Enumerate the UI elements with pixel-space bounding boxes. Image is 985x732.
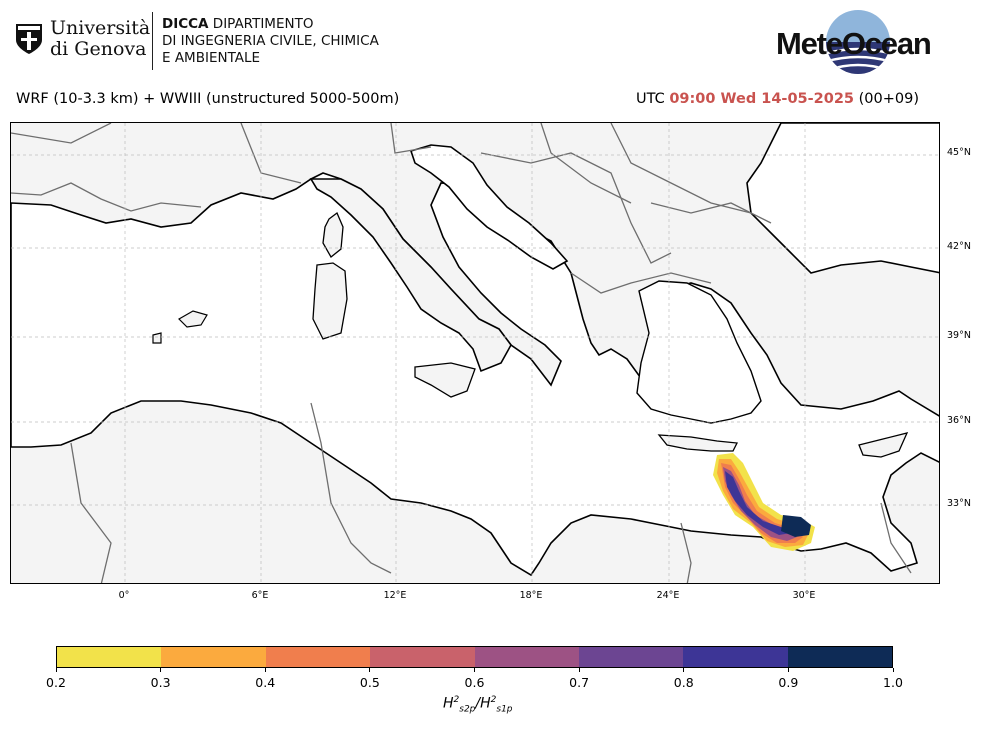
model-title: WRF (10-3.3 km) + WWIII (unstructured 50… — [16, 91, 400, 107]
field-band-max — [781, 515, 811, 537]
colorbar-tick-label: 0.5 — [359, 675, 380, 690]
wave-ratio-field — [713, 453, 815, 551]
department-name: DICCA DIPARTIMENTO DI INGEGNERIA CIVILE,… — [162, 16, 379, 66]
lat-label-42: 42°N — [947, 241, 971, 252]
crete-island — [657, 434, 739, 452]
colorbar-segment — [683, 647, 788, 667]
forecast-time: UTC 09:00 Wed 14-05-2025 (00+09) — [636, 91, 919, 107]
lat-label-39: 39°N — [947, 330, 971, 341]
colorbar-tick-mark — [264, 668, 266, 672]
colorbar-tick-mark — [892, 668, 894, 672]
colorbar — [56, 646, 893, 668]
lat-label-33: 33°N — [947, 498, 971, 509]
lon-label-18e: 18°E — [519, 590, 543, 601]
lon-label-30e: 30°E — [792, 590, 816, 601]
forecast-lead: (00+09) — [858, 91, 919, 107]
field-band-high — [725, 471, 791, 535]
colorbar-label: H2s2p/H2s1p — [443, 695, 513, 715]
map-grid — [11, 123, 939, 583]
forecast-timestamp: 09:00 Wed 14-05-2025 — [669, 91, 855, 107]
lat-label-45: 45°N — [947, 147, 971, 158]
colorbar-segment — [265, 647, 371, 667]
cyprus-island — [858, 432, 909, 458]
unige-crest-icon — [16, 24, 42, 54]
colorbar-tick-label: 0.2 — [46, 675, 66, 690]
country-borders — [11, 123, 912, 583]
balearic-islands — [152, 310, 208, 344]
colorbar-tick-mark — [474, 668, 475, 672]
lon-label-12e: 12°E — [383, 590, 407, 601]
meteocean-logo: MeteOcean — [772, 8, 942, 76]
colorbar-segment — [578, 647, 684, 667]
time-zone-label: UTC — [635, 91, 665, 107]
colorbar-segment — [57, 647, 162, 667]
university-name: Università di Genova — [50, 17, 151, 60]
colorbar-tick-mark — [160, 668, 162, 672]
sardinia-island — [312, 262, 348, 340]
colorbar-tick-label: 0.9 — [778, 675, 799, 690]
colorbar-tick-mark — [369, 668, 371, 672]
black-sea — [746, 123, 939, 274]
colorbar-segment — [161, 647, 266, 667]
colorbar-segment — [474, 647, 579, 667]
colorbar-tick-mark — [787, 668, 789, 672]
colorbar-segment — [370, 647, 475, 667]
lon-label-0: 0° — [118, 590, 130, 601]
italy-peninsula — [309, 178, 512, 373]
colorbar-tick-label: 0.7 — [569, 675, 590, 690]
colorbar-tick-label: 0.3 — [150, 675, 171, 690]
colorbar-segment — [787, 647, 892, 667]
lon-label-6e: 6°E — [251, 590, 269, 601]
lat-label-36: 36°N — [947, 415, 971, 426]
corsica-island — [322, 211, 344, 258]
map-canvas — [11, 123, 939, 583]
lon-label-24e: 24°E — [656, 590, 680, 601]
meteocean-globe-icon — [826, 10, 890, 74]
colorbar-tick-label: 0.8 — [673, 675, 694, 690]
aegean-sea — [636, 280, 762, 424]
colorbar-tick-mark — [578, 668, 580, 672]
colorbar-tick-label: 0.4 — [255, 675, 276, 690]
colorbar-tick-label: 0.6 — [464, 675, 485, 690]
colorbar-tick-label: 1.0 — [883, 675, 903, 690]
sicily-island — [414, 362, 476, 398]
colorbar-tick-mark — [683, 668, 685, 672]
colorbar-tick-mark — [55, 668, 57, 672]
unige-logo: Università di Genova DICCA DIPARTIMENTO … — [14, 12, 394, 74]
adriatic-sea — [409, 144, 569, 270]
logo-separator — [152, 12, 153, 70]
brand-name: MeteOcean — [776, 26, 932, 61]
map-panel — [10, 122, 940, 584]
